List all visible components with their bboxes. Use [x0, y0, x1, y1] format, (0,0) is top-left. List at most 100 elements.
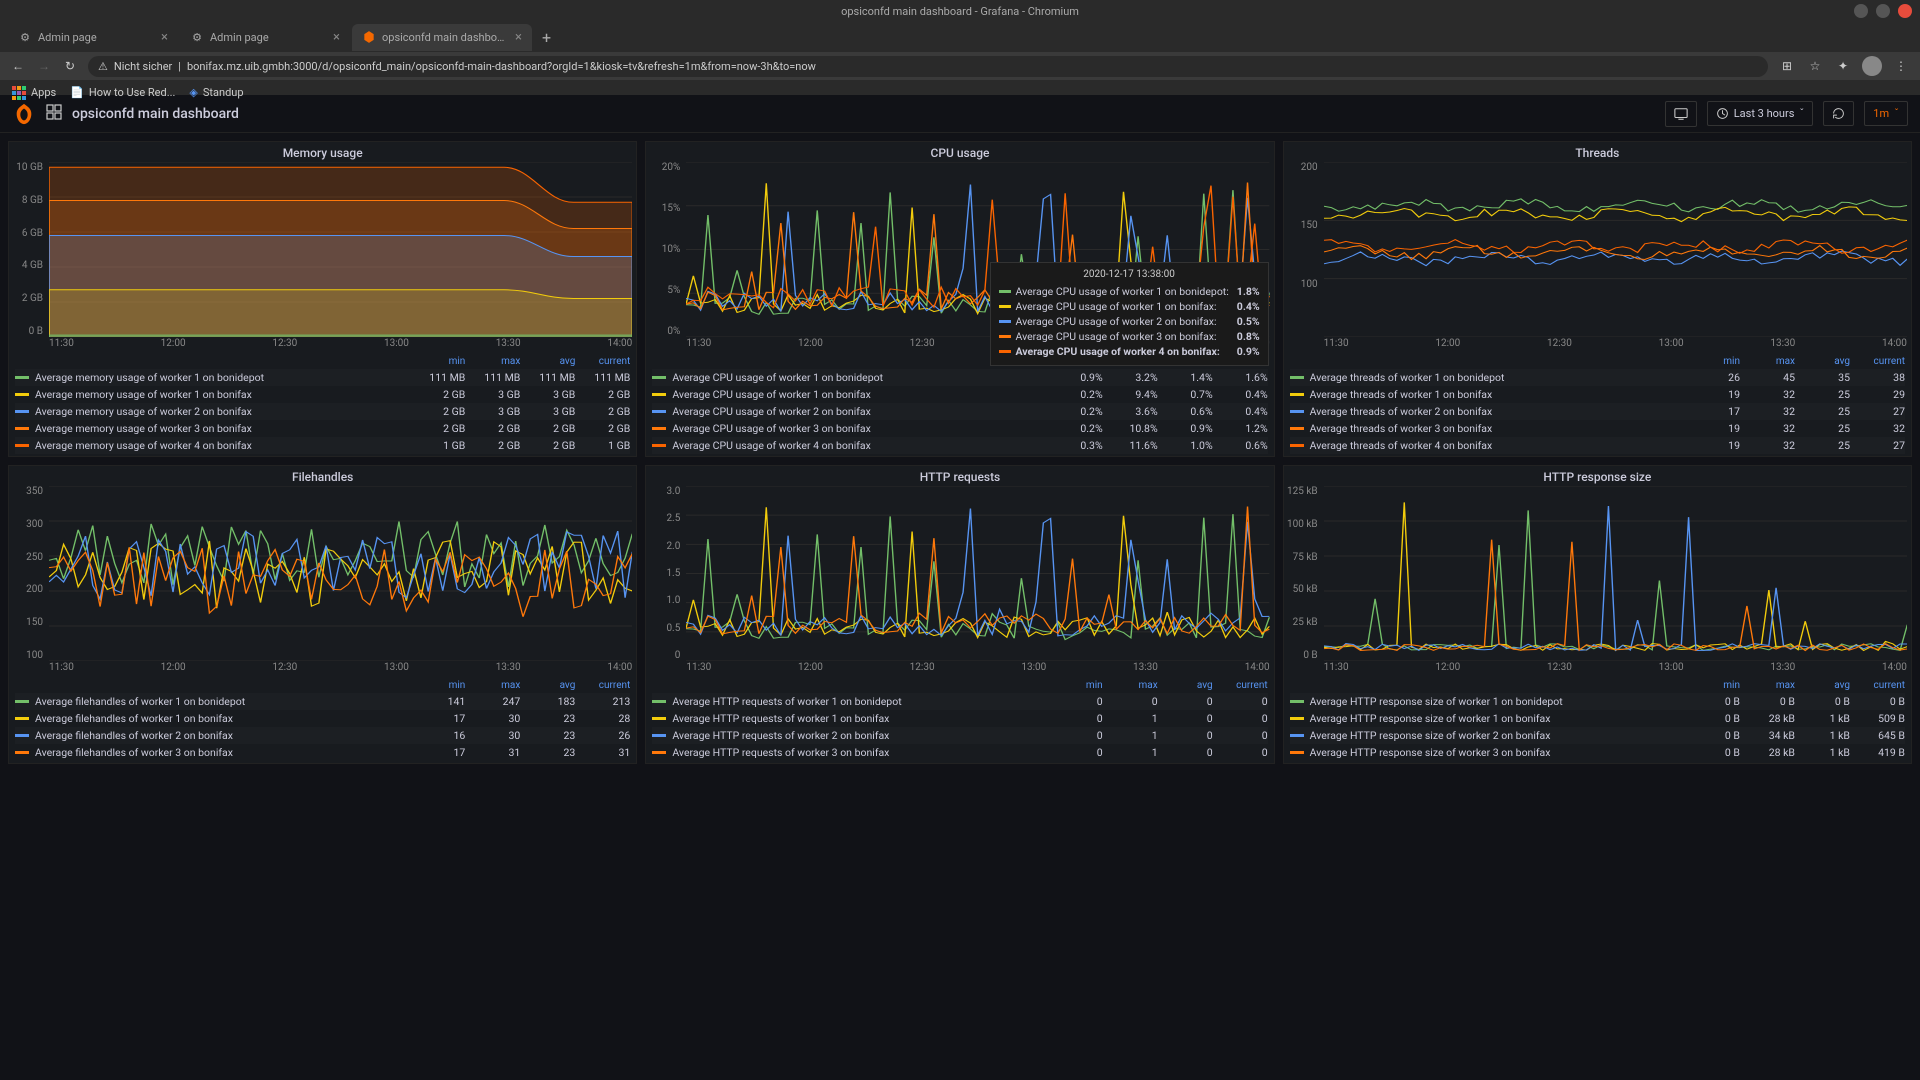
translate-icon[interactable]: ⊞ — [1778, 57, 1796, 75]
legend-row[interactable]: Average CPU usage of worker 1 on bonifax… — [652, 386, 1267, 403]
extensions-icon[interactable]: ✦ — [1834, 57, 1852, 75]
y-axis: 200150100 — [1284, 162, 1322, 337]
minimize-button[interactable] — [1854, 4, 1868, 18]
bookmark-howto[interactable]: 📄 How to Use Red... — [70, 86, 175, 99]
back-button[interactable]: ← — [10, 58, 26, 74]
star-icon[interactable]: ☆ — [1806, 57, 1824, 75]
chart-tooltip: 2020-12-17 13:38:00 Average CPU usage of… — [990, 262, 1269, 366]
forward-button[interactable]: → — [36, 58, 52, 74]
tv-mode-button[interactable] — [1665, 101, 1697, 127]
legend-table: minmaxavgcurrent Average HTTP response s… — [1284, 676, 1911, 763]
chart-area[interactable]: 10 GB8 GB6 GB4 GB2 GB0 B 11:3012:0012:30… — [9, 162, 636, 352]
url-text: bonifax.mz.uib.gmbh:3000/d/opsiconfd_mai… — [187, 60, 1758, 73]
legend-row[interactable]: Average threads of worker 1 on bonidepot… — [1290, 369, 1905, 386]
panel-http-size: HTTP response size 125 kB100 kB75 kB50 k… — [1283, 465, 1912, 764]
y-axis: 3.02.52.01.51.00.50 — [646, 486, 684, 661]
legend-row[interactable]: Average threads of worker 2 on bonifax 1… — [1290, 403, 1905, 420]
legend-row[interactable]: Average HTTP response size of worker 2 o… — [1290, 727, 1905, 744]
legend-row[interactable]: Average CPU usage of worker 4 on bonifax… — [652, 437, 1267, 454]
timerange-button[interactable]: Last 3 hours ˇ — [1707, 101, 1814, 126]
chart-area[interactable]: 125 kB100 kB75 kB50 kB25 kB0 B 11:3012:0… — [1284, 486, 1911, 676]
legend-row[interactable]: Average memory usage of worker 2 on boni… — [15, 403, 630, 420]
legend-row[interactable]: Average HTTP requests of worker 2 on bon… — [652, 727, 1267, 744]
browser-tab-0[interactable]: ⚙ Admin page × — [8, 24, 178, 51]
legend-row[interactable]: Average CPU usage of worker 1 on bonidep… — [652, 369, 1267, 386]
legend-row[interactable]: Average filehandles of worker 1 on bonid… — [15, 693, 630, 710]
chart-area[interactable]: 3.02.52.01.51.00.50 11:3012:0012:3013:00… — [646, 486, 1273, 676]
close-tab-icon[interactable]: × — [515, 30, 522, 45]
y-axis: 350300250200150100 — [9, 486, 47, 661]
legend-row[interactable]: Average threads of worker 1 on bonifax 1… — [1290, 386, 1905, 403]
new-tab-button[interactable]: + — [534, 28, 559, 47]
grafana-favicon — [362, 30, 376, 44]
legend-row[interactable]: Average CPU usage of worker 3 on bonifax… — [652, 420, 1267, 437]
panel-title: Threads — [1284, 142, 1911, 162]
x-axis: 11:3012:0012:3013:0013:3014:00 — [1324, 338, 1907, 352]
menu-icon[interactable]: ⋮ — [1892, 57, 1910, 75]
close-window-button[interactable] — [1898, 4, 1912, 18]
refresh-interval-button[interactable]: 1m ˇ — [1864, 101, 1908, 126]
browser-tab-1[interactable]: ⚙ Admin page × — [180, 24, 350, 51]
url-bar[interactable]: ⚠ Nicht sicher | bonifax.mz.uib.gmbh:300… — [88, 56, 1768, 77]
tab-favicon: ⚙ — [190, 30, 204, 44]
legend-row[interactable]: Average HTTP response size of worker 1 o… — [1290, 710, 1905, 727]
dashboard-grid: Memory usage 10 GB8 GB6 GB4 GB2 GB0 B 11… — [0, 133, 1920, 772]
legend-row[interactable]: Average filehandles of worker 1 on bonif… — [15, 710, 630, 727]
chart-area[interactable]: 200150100 11:3012:0012:3013:0013:3014:00 — [1284, 162, 1911, 352]
bookmark-favicon: 📄 — [70, 86, 84, 99]
legend-row[interactable]: Average HTTP response size of worker 3 o… — [1290, 744, 1905, 761]
panel-memory: Memory usage 10 GB8 GB6 GB4 GB2 GB0 B 11… — [8, 141, 637, 457]
bookmark-favicon: ◈ — [189, 86, 197, 99]
panel-cpu: CPU usage 20%15%10%5%0% 11:3012:0012:301… — [645, 141, 1274, 457]
legend-row[interactable]: Average filehandles of worker 3 on bonif… — [15, 744, 630, 761]
maximize-button[interactable] — [1876, 4, 1890, 18]
browser-tab-2[interactable]: opsiconfd main dashboard × — [352, 24, 532, 51]
legend-table: minmaxavgcurrent Average CPU usage of wo… — [646, 352, 1273, 456]
chart-plot — [49, 162, 632, 337]
legend-row[interactable]: Average memory usage of worker 4 on boni… — [15, 437, 630, 454]
window-title: opsiconfd main dashboard - Grafana - Chr… — [841, 5, 1079, 18]
chart-plot — [1324, 486, 1907, 661]
chart-area[interactable]: 20%15%10%5%0% 11:3012:0012:3013:0013:301… — [646, 162, 1273, 352]
profile-avatar[interactable] — [1862, 56, 1882, 76]
y-axis: 20%15%10%5%0% — [646, 162, 684, 337]
reload-button[interactable]: ↻ — [62, 58, 78, 74]
tab-label: Admin page — [38, 31, 155, 44]
refresh-button[interactable] — [1823, 101, 1854, 126]
security-warning-text: Nicht sicher — [114, 60, 172, 73]
legend-row[interactable]: Average CPU usage of worker 2 on bonifax… — [652, 403, 1267, 420]
dashboard-title: opsiconfd main dashboard — [72, 106, 239, 122]
legend-row[interactable]: Average HTTP requests of worker 3 on bon… — [652, 744, 1267, 761]
apps-bookmark[interactable]: Apps — [12, 86, 56, 100]
panel-title: Filehandles — [9, 466, 636, 486]
timerange-label: Last 3 hours — [1734, 107, 1795, 120]
apps-label: Apps — [31, 86, 56, 99]
url-row: ← → ↻ ⚠ Nicht sicher | bonifax.mz.uib.gm… — [0, 52, 1920, 80]
legend-row[interactable]: Average threads of worker 3 on bonifax 1… — [1290, 420, 1905, 437]
chart-area[interactable]: 350300250200150100 11:3012:0012:3013:001… — [9, 486, 636, 676]
tab-label: opsiconfd main dashboard — [382, 31, 509, 44]
legend-row[interactable]: Average HTTP requests of worker 1 on bon… — [652, 710, 1267, 727]
x-axis: 11:3012:0012:3013:0013:3014:00 — [686, 662, 1269, 676]
tabs-row: ⚙ Admin page × ⚙ Admin page × opsiconfd … — [0, 22, 1920, 52]
chart-plot — [686, 486, 1269, 661]
legend-row[interactable]: Average memory usage of worker 3 on boni… — [15, 420, 630, 437]
browser-chrome: opsiconfd main dashboard - Grafana - Chr… — [0, 0, 1920, 95]
bookmark-standup[interactable]: ◈ Standup — [189, 86, 243, 99]
panel-filehandles: Filehandles 350300250200150100 11:3012:0… — [8, 465, 637, 764]
legend-row[interactable]: Average filehandles of worker 2 on bonif… — [15, 727, 630, 744]
x-axis: 11:3012:0012:3013:0013:3014:00 — [49, 662, 632, 676]
x-axis: 11:3012:0012:3013:0013:3014:00 — [1324, 662, 1907, 676]
legend-table: minmaxavgcurrent Average threads of work… — [1284, 352, 1911, 456]
legend-row[interactable]: Average memory usage of worker 1 on boni… — [15, 386, 630, 403]
legend-row[interactable]: Average memory usage of worker 1 on boni… — [15, 369, 630, 386]
legend-table: minmaxavgcurrent Average filehandles of … — [9, 676, 636, 763]
close-tab-icon[interactable]: × — [161, 30, 168, 45]
grafana-logo-icon[interactable] — [12, 102, 36, 126]
legend-row[interactable]: Average HTTP response size of worker 1 o… — [1290, 693, 1905, 710]
close-tab-icon[interactable]: × — [333, 30, 340, 45]
legend-row[interactable]: Average HTTP requests of worker 1 on bon… — [652, 693, 1267, 710]
legend-row[interactable]: Average threads of worker 4 on bonifax 1… — [1290, 437, 1905, 454]
legend-table: minmaxavgcurrent Average HTTP requests o… — [646, 676, 1273, 763]
panels-icon[interactable] — [46, 104, 62, 123]
